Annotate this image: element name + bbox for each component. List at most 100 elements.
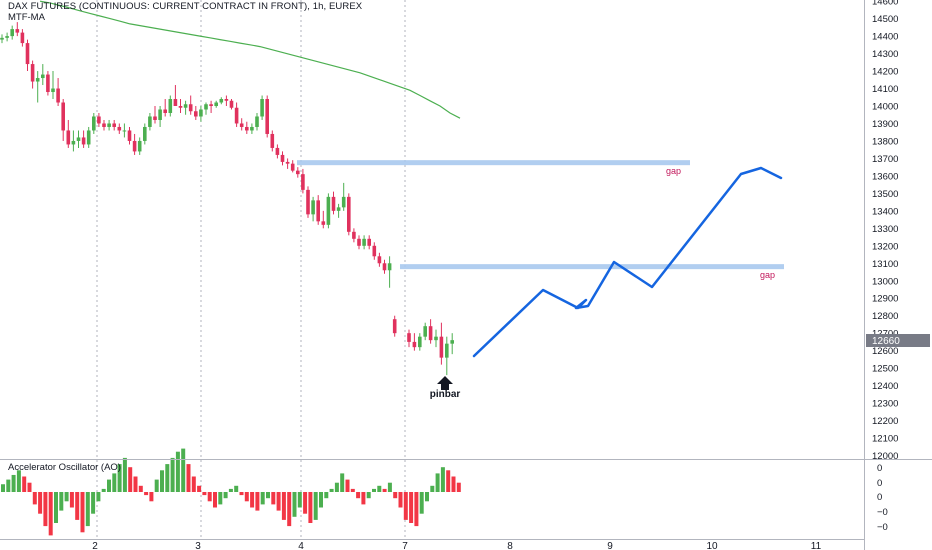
candle-body: [214, 102, 218, 106]
ac-bar: [287, 492, 292, 527]
time-tick-label: 10: [706, 541, 718, 550]
price-tick-label: 12500: [872, 364, 898, 375]
time-tick-label: 2: [92, 541, 98, 550]
candle-body: [311, 200, 315, 215]
ac-bar: [409, 492, 414, 523]
ac-bar: [271, 492, 276, 505]
ac-bar: [107, 479, 111, 492]
gap-zone-lower[interactable]: [400, 264, 784, 270]
last-price-label: 12660: [872, 336, 900, 347]
time-tick-label: 7: [402, 541, 408, 550]
candlestick-series: [0, 22, 454, 376]
candle-body: [183, 104, 188, 108]
candle-body: [30, 64, 35, 82]
price-tick-label: 14100: [872, 84, 898, 95]
ac-bar: [165, 464, 170, 492]
ac-bar: [144, 492, 149, 496]
ac-bar: [440, 467, 445, 492]
ac-bar: [456, 482, 461, 492]
candle-body: [61, 102, 65, 131]
ac-bar: [54, 492, 58, 523]
ac-bar: [11, 474, 16, 492]
candle-body: [148, 116, 152, 127]
candle-body: [392, 319, 397, 334]
ac-bar: [202, 492, 207, 496]
candle-body: [15, 29, 20, 33]
price-tick-label: 13000: [872, 276, 898, 287]
candle-body: [357, 238, 361, 246]
price-tick-label: 12900: [872, 294, 898, 305]
ac-bar: [64, 492, 69, 502]
candle-body: [407, 333, 411, 342]
candle-body: [35, 78, 40, 82]
ac-bar: [281, 492, 286, 520]
price-tick-label: 12000: [872, 451, 898, 462]
candle-body: [352, 231, 356, 239]
candle-body: [275, 147, 280, 155]
candle-body: [285, 161, 290, 164]
price-tick-label: 14300: [872, 49, 898, 60]
ac-bar: [16, 470, 21, 492]
ac-bar: [170, 457, 175, 492]
oscillator-axis[interactable]: 0 0 0 −0 −0: [877, 463, 888, 533]
ac-bar: [91, 492, 96, 514]
candle-body: [219, 99, 224, 103]
price-tick-label: 14000: [872, 102, 898, 113]
price-tick-label: 14200: [872, 67, 898, 78]
ac-bar: [419, 492, 424, 514]
mtf-ma-line: [39, 0, 461, 119]
candle-body: [194, 111, 198, 117]
ac-bar: [223, 492, 228, 499]
candle-body: [260, 99, 264, 117]
ac-bar: [85, 492, 90, 527]
gap-zone-upper[interactable]: [297, 160, 690, 166]
candle-body: [76, 137, 81, 141]
candle-body: [265, 99, 269, 134]
ac-bar: [117, 464, 122, 492]
price-tick-label: 13200: [872, 241, 898, 252]
candle-body: [137, 140, 142, 152]
time-axis[interactable]: 2 3 4 7 8 9 10 11: [92, 541, 821, 550]
price-tick-label: 12300: [872, 399, 898, 410]
candle-body: [382, 263, 387, 271]
price-axis[interactable]: 1200012100122001230012400125001260012700…: [872, 0, 898, 462]
ac-bar: [138, 485, 143, 492]
ac-bar: [244, 492, 249, 502]
price-tick-label: 14400: [872, 32, 898, 43]
candle-body: [341, 196, 346, 208]
ac-bar: [329, 488, 334, 492]
candle-body: [234, 107, 239, 124]
oscillator-tick-label: 0: [877, 492, 882, 503]
candle-body: [173, 99, 178, 106]
ac-bar: [38, 492, 43, 514]
ac-bar: [377, 485, 382, 492]
ac-bar: [207, 492, 212, 502]
projection-polyline[interactable]: [472, 166, 783, 358]
ac-bar: [234, 485, 239, 492]
pinbar-arrow-icon: [437, 376, 453, 390]
candle-body: [168, 99, 173, 113]
candle-body: [178, 106, 183, 108]
ac-bar: [128, 467, 133, 492]
pinbar-annotation[interactable]: pinbar: [430, 376, 461, 400]
candle-body: [362, 238, 366, 246]
gap-zones[interactable]: gap gap: [297, 160, 784, 280]
candle-body: [270, 133, 275, 148]
candle-body: [367, 238, 371, 246]
candle-body: [0, 37, 4, 40]
time-tick-label: 4: [298, 541, 304, 550]
candle-body: [347, 196, 351, 232]
price-tick-label: 12400: [872, 381, 898, 392]
ac-bar: [350, 488, 355, 492]
last-price-marker: 12660: [866, 334, 930, 347]
candle-body: [255, 116, 259, 127]
ac-bar: [191, 476, 196, 492]
ac-oscillator-bars: [1, 448, 461, 536]
projection-path[interactable]: [472, 166, 783, 358]
candle-body: [51, 88, 55, 93]
candle-body: [153, 116, 157, 120]
ac-bar: [313, 492, 318, 520]
candle-body: [127, 130, 132, 141]
ac-bar: [228, 488, 233, 492]
